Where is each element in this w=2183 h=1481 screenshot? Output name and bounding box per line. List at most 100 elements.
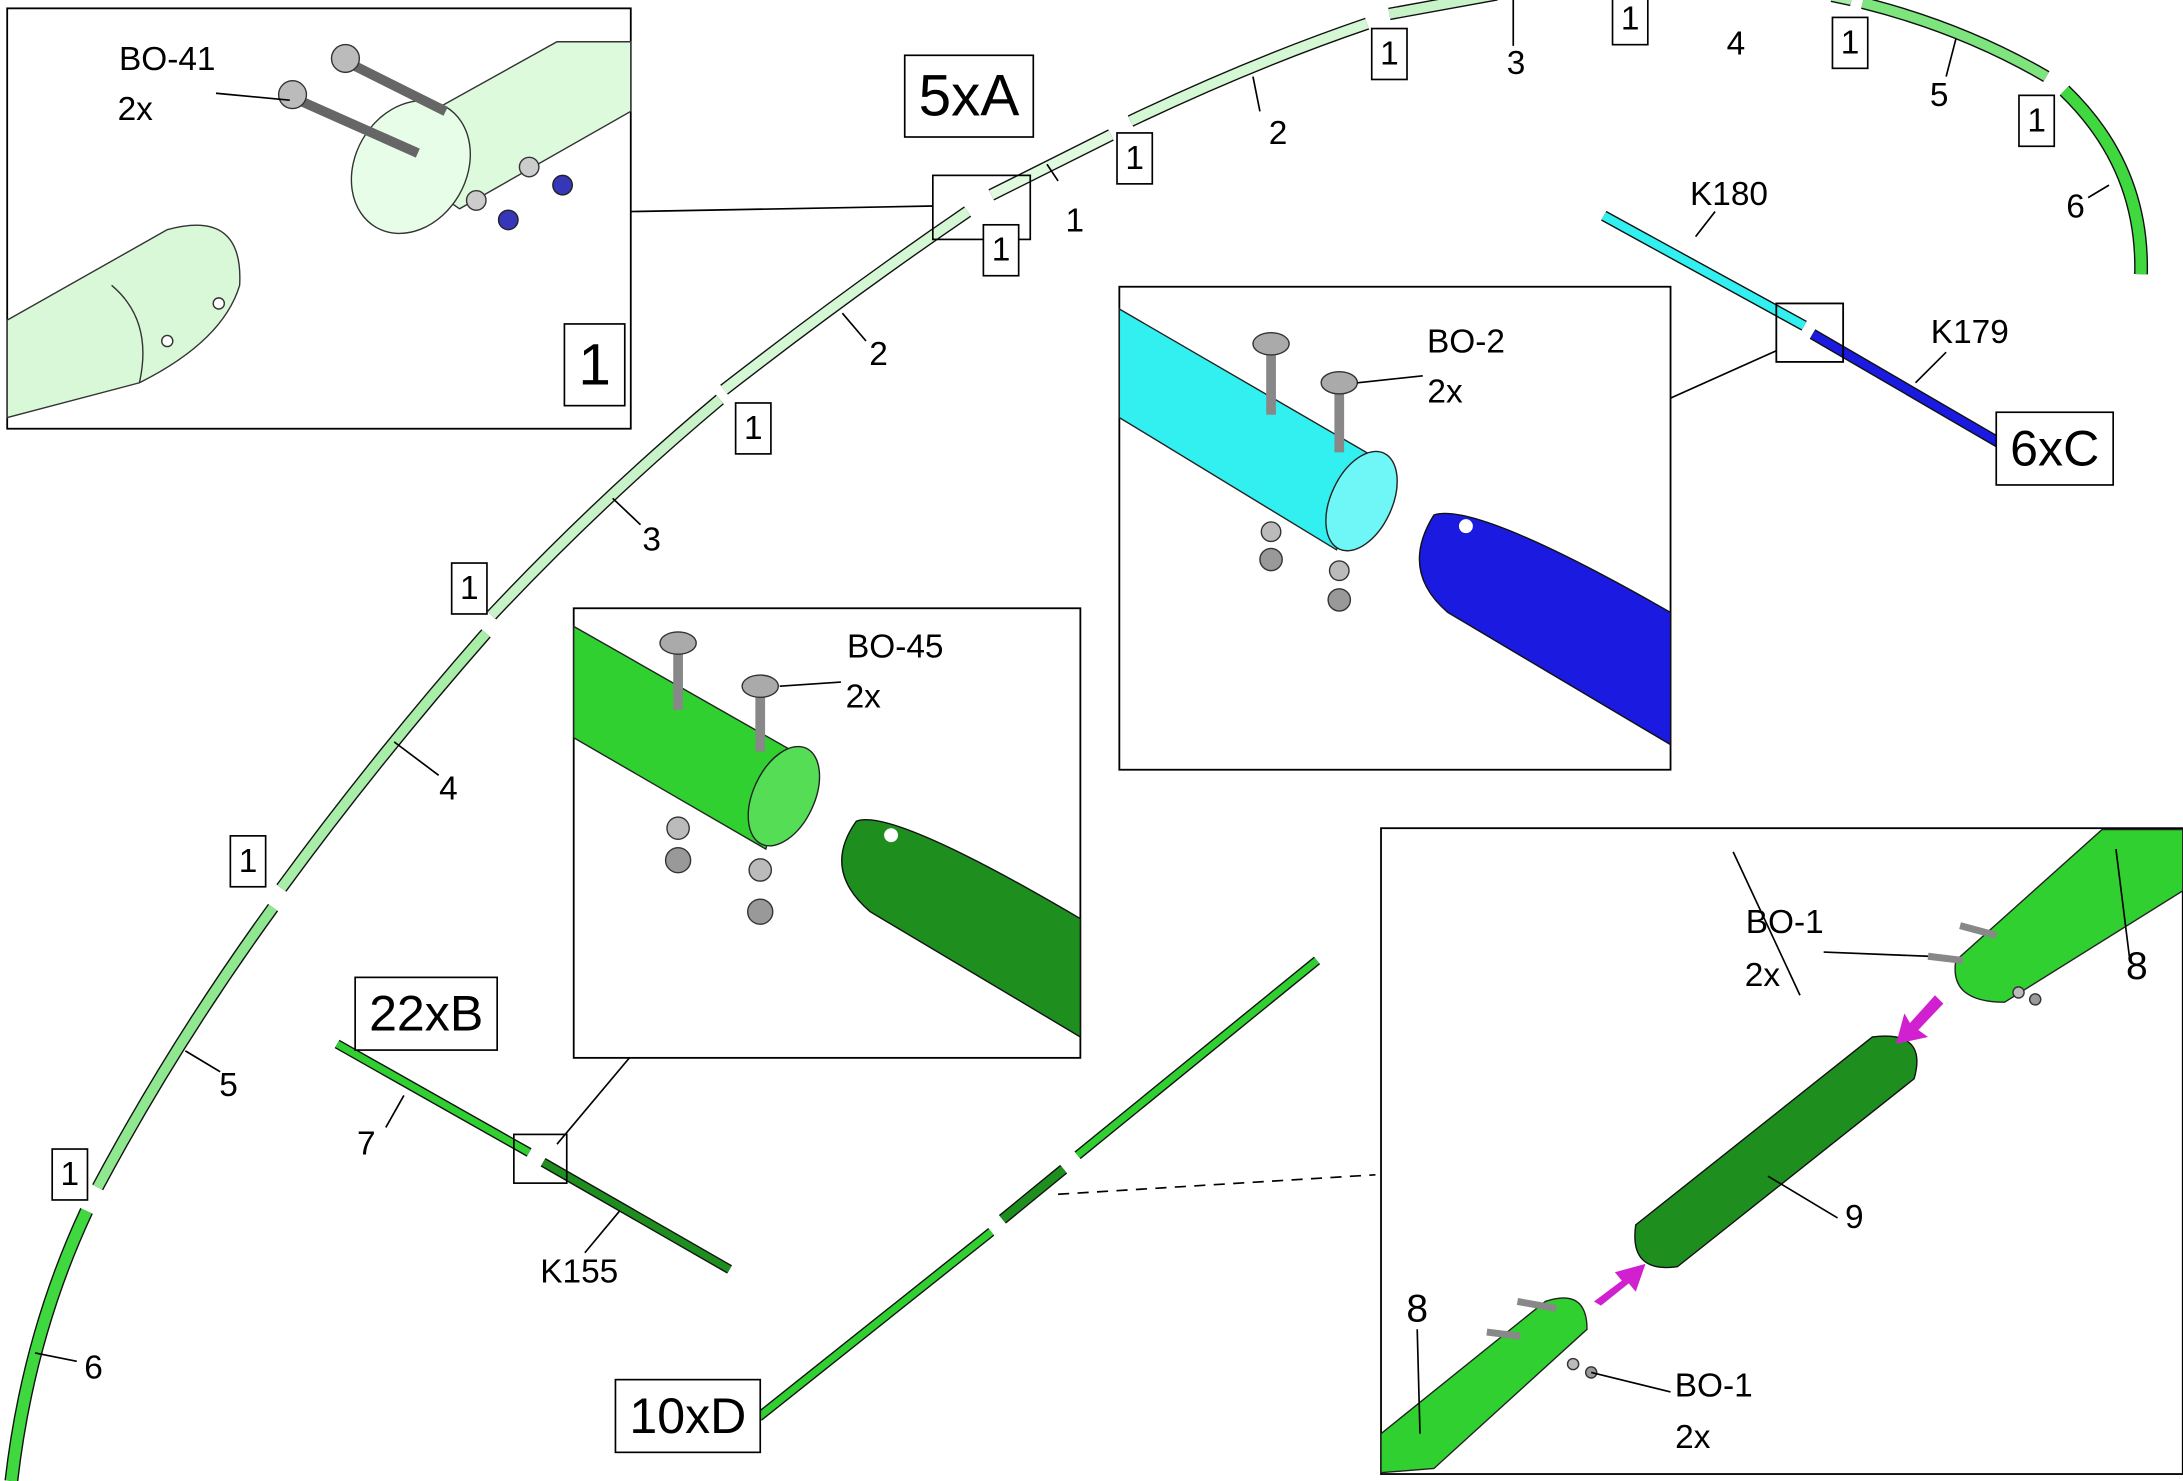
detail-a-circle: [161, 334, 174, 348]
detail-d-line: [1959, 922, 1998, 939]
tube-label: 2: [869, 336, 888, 373]
part-label: BO-45: [847, 628, 944, 665]
detail-b-path: [779, 681, 842, 688]
detail-b-circle: [666, 816, 690, 841]
tube-label: 5: [219, 1067, 238, 1104]
detail-c-ellipse: [1320, 370, 1359, 395]
ridge-tubes-rect: [1775, 302, 1845, 363]
tube-label: 8: [1406, 1287, 1428, 1330]
brace-tubes-path: [541, 1159, 732, 1273]
detail-a-circle: [497, 209, 519, 231]
left-arc-path: [93, 904, 277, 1190]
labels-path: [34, 312, 867, 1363]
ridge-tubes-path: [1601, 212, 1807, 330]
label-box: [1116, 132, 1154, 185]
detail-b-ellipse: [659, 631, 697, 655]
detail-d-path: [1767, 1175, 1838, 1219]
left-arc: [4, 206, 972, 1481]
labels: 5xA 22xB 6xC 10xD 1 2 3 4 5 6 1 1 1 1 1 …: [34, 0, 2115, 1454]
detail-a-circle: [212, 297, 226, 310]
detail-c-ellipse: [1252, 331, 1290, 356]
labels-path: [1046, 0, 2110, 199]
detail-c-ellipse: [1325, 450, 1398, 552]
detail-c-path: [1357, 374, 1423, 384]
top-arc-path: [2060, 86, 2147, 275]
detail-c: BO-2 2x: [1118, 285, 1777, 771]
top-arc-path: [1128, 19, 1369, 126]
detail-d-path: [1416, 1329, 1421, 1434]
detail-d-path: [1380, 1297, 1588, 1474]
detail-a-circle: [465, 189, 487, 211]
detail-a-path: [6, 224, 241, 419]
detail-b-circle: [664, 846, 692, 874]
part-label: K179: [1931, 314, 2009, 351]
left-arc-path: [4, 1208, 93, 1481]
tube-label: 6: [84, 1349, 103, 1386]
purlin-tubes-path: [756, 1229, 994, 1420]
qty-label: 2x: [846, 679, 882, 716]
detail-d-circle: [2028, 993, 2042, 1006]
top-arc-path: [1861, 0, 2049, 81]
sleeve-label: 9: [1845, 1199, 1864, 1236]
detail-b-circle: [748, 858, 773, 882]
detail-a-path: [215, 92, 290, 102]
detail-c-circle: [1327, 588, 1352, 612]
label-box: [563, 323, 626, 407]
top-arc: [988, 0, 2148, 275]
label-box: [734, 402, 772, 455]
label-box: [51, 1148, 89, 1201]
detail-d-path: [2115, 848, 2131, 961]
label-box: [2018, 94, 2056, 148]
assembly-label: 5xA: [919, 64, 1020, 129]
detail-a-circle: [330, 43, 361, 74]
detail-a-path: [111, 284, 144, 383]
detail-d-line: [1927, 952, 1964, 964]
qty-label: 2x: [1427, 374, 1463, 411]
brace-tubes-path: [335, 1040, 531, 1156]
qty-label: 2x: [118, 91, 154, 128]
detail-d-line: [1516, 1298, 1558, 1312]
left-arc-path: [5, 1208, 92, 1481]
label-box: [982, 223, 1020, 277]
joint-label: 1: [1621, 1, 1640, 38]
detail-a-circle: [277, 80, 308, 110]
brace-tubes: [334, 1039, 733, 1274]
detail-d-path: [1590, 1371, 1671, 1393]
joint-label: 1: [1841, 24, 1860, 61]
tube-label: 3: [1507, 45, 1526, 82]
detail-b-path: [841, 819, 1082, 1039]
detail-b-path: [556, 1057, 631, 1145]
detail-d-path: [1634, 1035, 1918, 1269]
tube-label: 4: [439, 770, 458, 807]
assembly-label: 6xC: [2010, 421, 2099, 477]
detail-b-ellipse: [747, 745, 821, 847]
purlin-tubes-path: [999, 1165, 1067, 1223]
detail-b-ellipse: [741, 674, 780, 699]
detail-a-line: [290, 92, 420, 158]
top-arc-path: [989, 130, 1114, 200]
tube-label: 6: [2066, 189, 2085, 226]
purlin-tubes-line: [1058, 1173, 1376, 1196]
detail-c-circle: [1328, 560, 1350, 582]
detail-d-circle: [2012, 986, 2025, 999]
labels-path: [385, 211, 1947, 1254]
tube-label: 4: [1727, 26, 1746, 63]
step-label: 1: [578, 332, 611, 397]
left-arc-path: [277, 630, 490, 891]
detail-d-path: [1732, 851, 1801, 996]
detail-c-circle: [1259, 547, 1283, 572]
label-box: [1831, 16, 1869, 70]
detail-b-circle: [747, 898, 774, 925]
detail-d-line: [1486, 1328, 1521, 1340]
tube-label: 8: [2126, 945, 2148, 988]
assembly-label: 10xD: [629, 1388, 746, 1444]
purlin-tubes-path: [1075, 957, 1320, 1158]
left-arc-path: [721, 207, 971, 394]
joint-label: 1: [744, 410, 763, 447]
detail-b: BO-45 2x: [556, 607, 1082, 1145]
joint-label: 1: [460, 570, 479, 607]
top-arc-path: [1388, 0, 1494, 19]
detail-b-circle: [884, 828, 899, 843]
